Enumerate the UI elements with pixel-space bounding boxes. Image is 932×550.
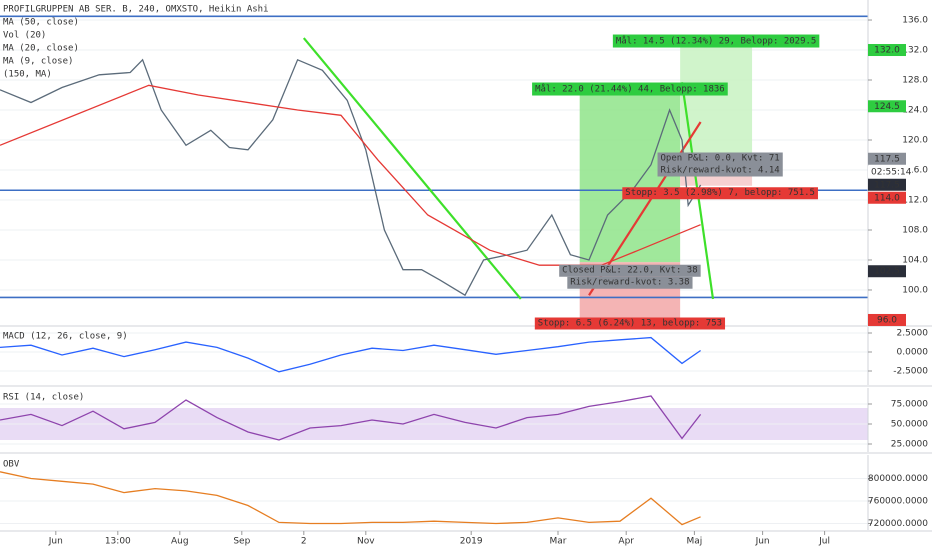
x-tick-label: Mar	[550, 537, 567, 547]
y-tick-label: 120.0	[902, 136, 928, 146]
series-line	[0, 471, 701, 526]
series-line	[0, 336, 701, 373]
panel-title: PROFILGRUPPEN AB SER. B, 240, OMXSTO, He…	[3, 5, 269, 15]
y-tick-label: 128.0	[902, 76, 928, 86]
price-badge-label: 102.5	[874, 267, 900, 277]
price-badge	[868, 191, 906, 204]
series-line	[0, 84, 701, 266]
x-tick-label: Maj	[687, 537, 703, 547]
price-badge	[868, 100, 906, 113]
price-badge	[868, 313, 906, 326]
price-badge-label: 117.5	[874, 154, 900, 164]
indicator-legend: MA (9, close)	[3, 57, 73, 67]
x-tick-label: Aug	[171, 537, 189, 547]
panel-title: MACD (12, 26, close, 9)	[3, 332, 128, 342]
price-badge-label: 117.5	[874, 180, 900, 190]
y-tick-label: 100.0	[902, 285, 928, 295]
price-badge	[868, 265, 906, 278]
y-tick-label: 760000.0000	[868, 497, 928, 507]
y-tick-label: 108.0	[902, 225, 928, 235]
price-badge-label: 114.0	[874, 193, 900, 203]
panel-title: RSI (14, close)	[3, 393, 84, 403]
y-tick-label: 124.0	[902, 106, 928, 116]
position-label: Open P&L: 0.0, Kvt: 71	[661, 154, 780, 164]
y-tick-label: 132.0	[902, 46, 928, 56]
y-tick-label: 136.0	[902, 16, 928, 26]
label-box	[657, 152, 783, 165]
price-badge-label: 96.0	[877, 315, 897, 325]
trend-line	[302, 37, 522, 300]
profit-zone	[680, 47, 753, 159]
label-box	[657, 164, 783, 177]
series-line	[0, 395, 702, 441]
label-box	[612, 34, 820, 48]
x-tick-label: Jun	[48, 537, 63, 547]
position-label: Mål: 14.5 (12.34%) 29, Belopp: 2029.5	[616, 36, 816, 47]
y-tick-label: 50.0000	[891, 420, 928, 430]
price-badge	[868, 152, 906, 165]
price-badge-label: 132.0	[874, 46, 900, 56]
indicator-legend: MA (50, close)	[3, 18, 79, 28]
y-tick-label: 2.5000	[897, 329, 929, 339]
indicator-legend: MA (20, close)	[3, 44, 79, 54]
position-label: Risk/reward-kvot: 3.38	[570, 278, 689, 288]
x-tick-label: Apr	[618, 537, 634, 547]
panel	[0, 15, 868, 325]
y-tick-label: 116.0	[902, 165, 928, 175]
label-box	[622, 187, 818, 200]
y-tick-label: 0.0000	[897, 348, 929, 358]
panel	[0, 403, 868, 445]
position-label: Stopp: 3.5 (2.98%) 7, belopp: 751.5	[625, 188, 815, 198]
panel-title: OBV	[3, 460, 20, 470]
x-tick-label: 2	[301, 537, 307, 547]
y-tick-label: 75.0000	[891, 400, 928, 410]
position-label: Mål: 22.0 (21.44%) 44, Belopp: 1836	[535, 84, 725, 95]
y-tick-label: 104.0	[902, 255, 928, 265]
price-badge	[868, 44, 906, 57]
price-badge-label: 124.5	[874, 102, 900, 112]
series-line	[0, 58, 702, 297]
y-tick-label: 720000.0000	[868, 519, 928, 529]
x-tick-label: Nov	[357, 537, 375, 547]
label-box	[532, 82, 728, 96]
panel	[0, 478, 868, 524]
indicator-legend: (150, MA)	[3, 70, 52, 80]
y-tick-label: 112.0	[902, 195, 928, 205]
y-tick-label: 25.0000	[891, 440, 928, 450]
price-badge	[868, 178, 906, 191]
position-label: Stopp: 6.5 (6.24%) 13, belopp: 753	[538, 319, 722, 329]
x-tick-label: Sep	[233, 537, 250, 547]
label-box	[534, 317, 726, 330]
y-tick-label: 800000.0000	[868, 474, 928, 484]
label-box	[559, 264, 701, 277]
x-tick-label: 13:00	[105, 537, 131, 547]
x-tick-label: Jul	[818, 537, 830, 547]
label-box	[567, 276, 693, 289]
countdown-box	[868, 165, 912, 178]
y-tick-label: -2.5000	[893, 367, 928, 377]
position-label: Risk/reward-kvot: 4.14	[661, 166, 780, 176]
countdown: 02:55:14	[871, 167, 912, 177]
x-tick-label: 2019	[460, 537, 483, 547]
position-label: Closed P&L: 22.0, Kvt: 38	[562, 266, 697, 276]
indicator-legend: Vol (20)	[3, 31, 46, 41]
x-tick-label: Jun	[755, 537, 770, 547]
